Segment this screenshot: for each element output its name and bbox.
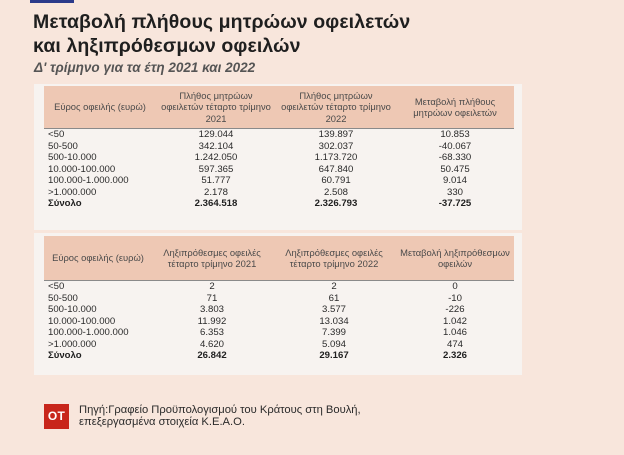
table-row: 10.000-100.000 597.365 647.840 50.475: [44, 164, 514, 176]
source-note: Πηγή:Γραφείο Προϋπολογισμού του Κράτους …: [79, 404, 361, 428]
cell-2022: 302.037: [318, 140, 354, 152]
table-header-row: Εύρος οφειλής (ευρώ) Ληξιπρόθεσμες οφειλ…: [44, 236, 514, 281]
cell-2021: 51.777: [201, 175, 231, 186]
cell-2022: 139.897: [276, 128, 396, 141]
table-header-row: Εύρος οφειλής (ευρώ) Πλήθος μητρώων οφει…: [44, 86, 514, 129]
source-line-1: Πηγή:Γραφείο Προϋπολογισμού του Κράτους …: [79, 404, 361, 416]
cell-change: 1.042: [442, 315, 467, 327]
cell-change: -226: [445, 304, 465, 315]
table-row: 500-10.000 3.803 3.577 -226: [44, 304, 514, 316]
cell-2021: 2.178: [203, 186, 228, 198]
header-debtors-2021: Πλήθος μητρώων οφειλετών τέταρτο τρίμηνο…: [156, 86, 276, 129]
cell-range: >1.000.000: [48, 186, 97, 198]
cell-range: 100.000-1.000.000: [48, 327, 129, 338]
cell-range: Σύνολο: [48, 350, 82, 361]
table-row: >1.000.000 2.178 2.508 330: [44, 187, 514, 199]
header-debtors-change: Μεταβολή πλήθους μητρώων οφειλετών: [396, 86, 514, 129]
cell-range: Σύνολο: [48, 198, 82, 209]
cell-2021: 3.803: [199, 304, 224, 315]
cell-change: -10: [448, 292, 462, 304]
cell-2021: 11.992: [197, 315, 227, 327]
source-line-2: επεξεργασμένα στοιχεία Κ.Ε.Α.Ο.: [79, 416, 245, 428]
cell-2021: 597.365: [198, 163, 234, 175]
cell-range: <50: [44, 128, 156, 141]
cell-change: 330: [446, 186, 463, 198]
cell-change: 0: [396, 280, 514, 293]
header-debtors-2022: Πλήθος μητρώων οφειλετών τέταρτο τρίμηνο…: [276, 86, 396, 129]
table-row: 100.000-1.000.000 6.353 7.399 1.046: [44, 327, 514, 339]
cell-2021: 4.620: [199, 338, 224, 350]
cell-range: 50-500: [48, 140, 78, 152]
cell-range: 100.000-1.000.000: [48, 175, 129, 186]
table-total-row: Σύνολο 26.842 29.167 2.326: [44, 350, 514, 362]
cell-2022: 61: [328, 292, 340, 304]
cell-change: -40.067: [438, 140, 472, 152]
cell-change: 2.326: [442, 350, 467, 361]
title-line-2: και ληξιπρόθεσμων οφειλών: [33, 35, 301, 57]
cell-2022: 3.577: [321, 304, 346, 315]
header-overdue-2021: Ληξιπρόθεσμες οφειλές τέταρτο τρίμηνο 20…: [152, 236, 272, 281]
page-subtitle: Δ' τρίμηνο για τα έτη 2021 και 2022: [34, 60, 256, 75]
ot-logo: ΟΤ: [44, 404, 69, 429]
cell-2021: 2: [152, 280, 272, 293]
header-debt-range: Εύρος οφειλής (ευρώ): [44, 236, 152, 281]
cell-change: -68.330: [438, 152, 472, 163]
cell-2022: 2: [272, 280, 396, 293]
cell-2022: 60.791: [321, 175, 351, 186]
cell-range: >1.000.000: [48, 338, 97, 350]
title-line-1: Μεταβολή πλήθους μητρώων οφειλετών: [33, 11, 411, 33]
page-title: Μεταβολή πλήθους μητρώων οφειλετών και λ…: [33, 10, 410, 58]
table-row: >1.000.000 4.620 5.094 474: [44, 339, 514, 351]
cell-range: 10.000-100.000: [48, 315, 116, 327]
table-row: <50 129.044 139.897 10.853: [44, 128, 514, 141]
cell-2022: 2.326.793: [314, 198, 358, 209]
cell-2021: 71: [206, 292, 218, 304]
overdue-debts-table: Εύρος οφειλής (ευρώ) Ληξιπρόθεσμες οφειλ…: [44, 236, 514, 362]
top-accent-rule: [30, 0, 74, 3]
table-row: <50 2 2 0: [44, 280, 514, 293]
table-row: 10.000-100.000 11.992 13.034 1.042: [44, 316, 514, 328]
cell-2021: 129.044: [156, 128, 276, 141]
debtors-count-table: Εύρος οφειλής (ευρώ) Πλήθος μητρώων οφει…: [44, 86, 514, 210]
header-overdue-2022: Ληξιπρόθεσμες οφειλές τέταρτο τρίμηνο 20…: [272, 236, 396, 281]
cell-2021: 1.242.050: [194, 152, 238, 163]
cell-range: <50: [44, 280, 152, 293]
cell-2022: 7.399: [321, 327, 346, 338]
cell-change: 50.475: [440, 163, 470, 175]
cell-change: 474: [446, 338, 463, 350]
cell-range: 50-500: [48, 292, 78, 304]
cell-range: 10.000-100.000: [48, 163, 116, 175]
header-overdue-change: Μεταβολή ληξιπρόθεσμων οφειλών: [396, 236, 514, 281]
cell-2022: 1.173.720: [314, 152, 358, 163]
cell-change: 1.046: [442, 327, 467, 338]
table-row: 50-500 342.104 302.037 -40.067: [44, 141, 514, 153]
cell-change: 9.014: [442, 175, 467, 186]
header-debt-range: Εύρος οφειλής (ευρώ): [44, 86, 156, 129]
cell-change: -37.725: [438, 198, 472, 209]
cell-2022: 2.508: [323, 186, 348, 198]
cell-2021: 2.364.518: [194, 198, 238, 209]
table-row: 50-500 71 61 -10: [44, 293, 514, 305]
source-footer: ΟΤ Πηγή:Γραφείο Προϋπολογισμού του Κράτο…: [44, 404, 361, 429]
cell-2021: 26.842: [197, 350, 227, 361]
table-row: 500-10.000 1.242.050 1.173.720 -68.330: [44, 152, 514, 164]
cell-2022: 29.167: [319, 350, 349, 361]
cell-2022: 647.840: [318, 163, 354, 175]
cell-2021: 6.353: [199, 327, 224, 338]
cell-2022: 5.094: [321, 338, 346, 350]
cell-change: 10.853: [396, 128, 514, 141]
cell-2022: 13.034: [319, 315, 349, 327]
cell-range: 500-10.000: [48, 304, 97, 315]
table-total-row: Σύνολο 2.364.518 2.326.793 -37.725: [44, 198, 514, 210]
cell-2021: 342.104: [198, 140, 234, 152]
table-row: 100.000-1.000.000 51.777 60.791 9.014: [44, 175, 514, 187]
cell-range: 500-10.000: [48, 152, 97, 163]
